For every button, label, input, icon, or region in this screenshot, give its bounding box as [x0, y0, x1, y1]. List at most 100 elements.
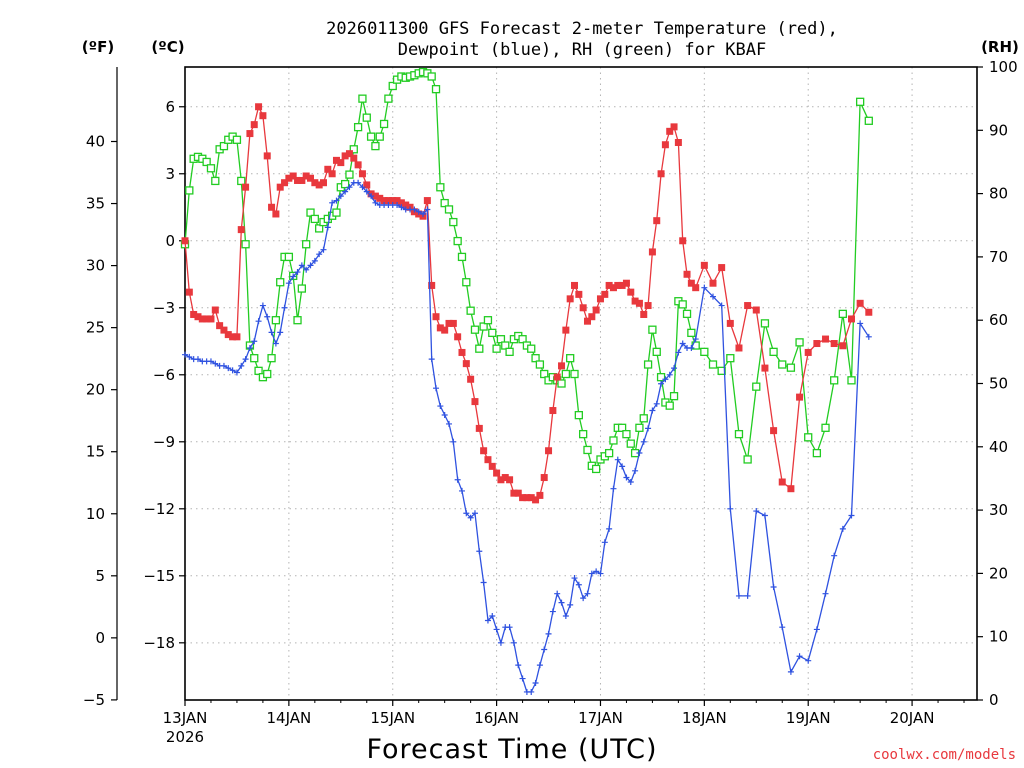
dewpoint-point [186, 353, 193, 360]
temperature-point [583, 317, 591, 325]
dewpoint-point [433, 385, 440, 392]
temperature-point [281, 179, 289, 187]
rh-point [648, 325, 657, 334]
dewpoint-point [298, 262, 305, 269]
celsius-tick-label: 6 [165, 98, 175, 116]
dewpoint-point [428, 356, 435, 363]
dewpoint-point [580, 595, 587, 602]
rh-tick-label: 70 [989, 248, 1008, 266]
rh-point [639, 414, 648, 423]
temperature-point [813, 340, 821, 348]
dewpoint-point [264, 313, 271, 320]
rh-point [483, 316, 493, 325]
dewpoint-point [355, 179, 362, 186]
rh-point [206, 164, 216, 173]
temperature-point [224, 331, 232, 339]
dewpoint-point [342, 188, 349, 195]
rh-point [682, 309, 692, 319]
temperature-point [601, 290, 609, 298]
rh-point [847, 376, 856, 385]
dewpoint-point [398, 204, 405, 211]
temperature-point [397, 199, 405, 207]
dewpoint-point [710, 293, 716, 300]
rh-point [345, 170, 354, 179]
rh-point [475, 344, 484, 353]
celsius-tick-label: −18 [143, 634, 175, 652]
rh-point [864, 116, 873, 125]
rh-point [340, 179, 350, 189]
dewpoint-point [761, 512, 768, 519]
temperature-point [445, 319, 453, 327]
dewpoint-point [632, 467, 639, 474]
fahrenheit-unit-label: (ºF) [82, 38, 114, 56]
temperature-point [653, 217, 661, 225]
rh-point [678, 300, 687, 309]
dewpoint-point [675, 349, 682, 356]
rh-point [604, 448, 614, 458]
temperature-point [246, 130, 254, 138]
rh-point [271, 316, 281, 325]
rh-point [804, 433, 813, 442]
temperature-point [194, 313, 202, 321]
temperature-point [571, 281, 579, 289]
temperature-point [428, 281, 436, 289]
temperature-point [752, 306, 760, 314]
temperature-point [324, 165, 332, 173]
temperature-point [592, 306, 600, 314]
dewpoint-point [484, 617, 491, 624]
rh-point [466, 306, 475, 315]
dewpoint-point [333, 197, 340, 204]
rh-point [557, 379, 566, 388]
dewpoint-point [822, 590, 829, 597]
x-tick-label: 15JAN [370, 709, 415, 727]
dewpoint-point [446, 420, 452, 427]
temperature-point [328, 170, 336, 178]
dewpoint-point [220, 362, 227, 369]
rh-point [436, 183, 445, 192]
rh-point [665, 401, 674, 410]
fahrenheit-tick-label: 20 [86, 381, 105, 399]
temperature-point [449, 319, 457, 327]
chart-title-line-1: 2026011300 GFS Forecast 2-meter Temperat… [326, 19, 838, 39]
rh-point [297, 284, 307, 293]
temperature-point [596, 295, 604, 303]
dewpoint-point [251, 338, 258, 345]
rh-point [617, 423, 627, 432]
rh-point [431, 85, 441, 94]
temperature-series [181, 103, 873, 504]
temperature-point [865, 308, 873, 316]
rh-tick-label: 90 [989, 121, 1008, 139]
temperature-point [480, 447, 488, 455]
rh-point [440, 198, 449, 208]
fahrenheit-tick-label: 15 [86, 443, 105, 461]
rh-point [379, 119, 389, 129]
rh-point [855, 97, 865, 106]
dewpoint-point [471, 510, 478, 517]
rh-point [786, 363, 796, 372]
rh-point [349, 145, 358, 154]
dewpoint-point [290, 273, 297, 280]
celsius-unit-label: (ºC) [151, 38, 184, 56]
x-tick-label: 17JAN [578, 709, 623, 727]
temperature-point [216, 322, 224, 330]
temperature-point [376, 194, 384, 202]
credit-link[interactable]: coolwx.com/models [873, 747, 1016, 763]
dewpoint-point [307, 262, 314, 269]
dewpoint-point [558, 599, 565, 606]
dewpoint-point [848, 512, 855, 519]
temperature-point [211, 306, 219, 314]
temperature-point [432, 313, 440, 321]
temperature-point [181, 237, 189, 245]
rh-point [362, 113, 371, 122]
rh-point [527, 344, 536, 353]
dewpoint-point [493, 626, 500, 633]
temperature-point [263, 152, 271, 160]
dewpoint-point [575, 581, 582, 588]
temperature-point [384, 197, 392, 205]
rh-point [496, 335, 506, 344]
temperature-point [692, 284, 700, 292]
temperature-point [627, 288, 635, 296]
rh-unit-label: (RH) [981, 38, 1019, 56]
dewpoint-point [411, 206, 418, 213]
dewpoint-point [567, 601, 574, 608]
